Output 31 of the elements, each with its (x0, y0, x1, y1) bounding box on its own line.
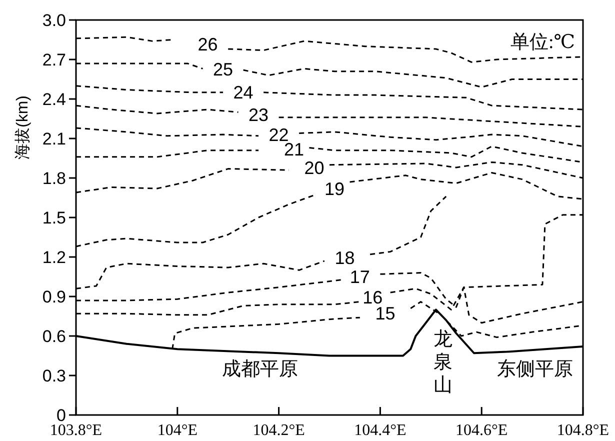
y-tick-label: 0 (56, 406, 66, 425)
y-tick-label: 1.8 (42, 168, 66, 188)
y-tick-label: 2.7 (42, 50, 66, 70)
y-tick-label: 1.5 (42, 208, 66, 228)
y-tick-label: 2.1 (42, 129, 66, 148)
x-tick-label: 103.8°E (50, 422, 102, 439)
annotation: 东侧平原 (497, 359, 573, 380)
y-tick-label: 0.6 (42, 326, 66, 346)
series-label: 25 (213, 60, 234, 80)
x-tick-label: 104.6°E (456, 422, 508, 439)
annotation: 成都平原 (222, 359, 298, 380)
y-tick-label: 3.0 (42, 10, 66, 30)
x-tick-label: 104.4°E (354, 422, 406, 439)
x-tick-label: 104.8°E (556, 422, 610, 439)
x-tick-label: 104°E (157, 422, 198, 439)
series-label: 21 (284, 139, 304, 160)
series-label: 26 (198, 34, 218, 55)
y-axis-title: 海拔(km) (14, 96, 32, 160)
annotation: 龙泉山 (434, 329, 452, 396)
y-tick-label: 0.9 (42, 287, 66, 306)
series-label: 19 (324, 178, 345, 199)
y-tick-label: 1.2 (42, 248, 66, 267)
annotation: 单位:℃ (510, 32, 575, 53)
series-label: 17 (350, 267, 370, 288)
x-tick-label: 104.2°E (252, 422, 305, 439)
y-tick-label: 2.4 (42, 90, 66, 109)
y-tick-label: 0.3 (42, 366, 66, 386)
series-label: 20 (304, 158, 324, 178)
series-label: 18 (334, 248, 355, 268)
series-label: 23 (248, 105, 269, 126)
series-label: 24 (233, 82, 254, 103)
